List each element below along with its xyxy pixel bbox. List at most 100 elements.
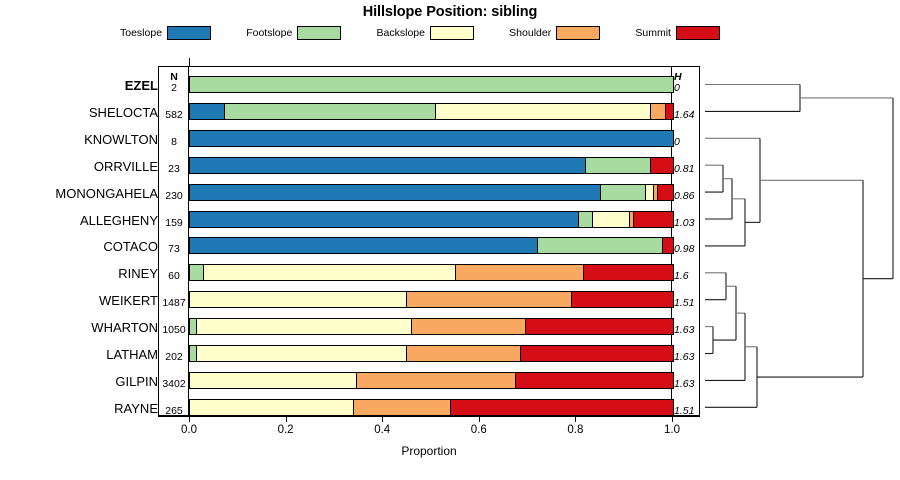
- bar-segment-summit: [516, 372, 673, 388]
- h-value-shelocta: 1.64: [674, 108, 695, 121]
- stacked-bar-allegheny: [189, 210, 674, 228]
- row-label-orrville: ORRVILLE: [93, 158, 158, 174]
- h-value-orrville: 0.81: [674, 162, 695, 175]
- stacked-bar-knowlton: [189, 129, 674, 147]
- legend-label: Footslope: [246, 27, 293, 39]
- legend-label: Shoulder: [509, 27, 552, 39]
- bar-segment-backslope: [204, 265, 456, 281]
- bar-segment-footslope: [190, 265, 205, 281]
- legend-item-summit: Summit: [635, 26, 720, 40]
- bar-segment-toeslope: [190, 130, 673, 146]
- h-value-riney: 1.6: [674, 270, 689, 283]
- bar-segment-backslope: [197, 346, 408, 361]
- legend-label: Summit: [635, 27, 671, 39]
- n-value-latham: 202: [165, 351, 183, 363]
- x-tick-0.6: [478, 416, 480, 422]
- x-tick-label-0.2: 0.2: [277, 424, 294, 436]
- bar-segment-summit: [571, 292, 673, 308]
- n-column-header: N: [170, 71, 178, 83]
- stacked-bar-orrville: [189, 156, 674, 174]
- legend-item-toeslope: Toeslope: [120, 26, 212, 40]
- x-axis-line: [158, 416, 700, 417]
- stacked-bar-monongahela: [189, 183, 674, 201]
- plot-top-tick: [189, 58, 190, 66]
- bar-segment-shoulder: [354, 399, 451, 415]
- legend-label: Backslope: [376, 27, 425, 39]
- h-value-wharton: 1.63: [674, 324, 695, 337]
- bar-segment-summit: [525, 319, 673, 335]
- row-label-latham: LATHAM: [106, 347, 158, 362]
- row-label-allegheny: ALLEGHENY: [79, 212, 158, 228]
- stacked-bar-weikert: [189, 291, 674, 309]
- legend: Toeslope Footslope Backslope Shoulder Summit: [120, 24, 720, 42]
- x-tick-0.2: [285, 416, 287, 422]
- x-tick-0.4: [382, 416, 384, 422]
- dendrogram: [705, 83, 894, 408]
- stacked-bar-wharton: [189, 318, 674, 336]
- row-label-knowlton: KNOWLTON: [84, 131, 158, 147]
- h-value-rayne: 1.51: [674, 404, 695, 417]
- bar-segment-toeslope: [190, 184, 601, 200]
- bar-segment-shoulder: [653, 184, 659, 200]
- x-axis-title: Proportion: [401, 444, 457, 458]
- x-tick-label-0.8: 0.8: [567, 424, 584, 436]
- bar-segment-toeslope: [190, 157, 587, 173]
- legend-swatch-backslope: [429, 26, 474, 40]
- bar-segment-shoulder: [629, 211, 635, 227]
- bar-segment-shoulder: [407, 346, 521, 361]
- bar-segment-shoulder: [412, 319, 526, 335]
- x-tick-label-0.0: 0.0: [181, 424, 197, 436]
- bar-segment-backslope: [190, 372, 357, 388]
- stacked-bar-riney: [189, 264, 674, 282]
- bar-segment-summit: [658, 184, 673, 200]
- h-column-header: H: [674, 71, 682, 83]
- bar-segment-backslope: [593, 211, 630, 227]
- bar-segment-summit: [663, 238, 673, 254]
- n-value-orrville: 23: [168, 162, 180, 175]
- bar-segment-summit: [450, 399, 673, 415]
- bar-segment-backslope: [190, 292, 408, 308]
- bar-segment-shoulder: [356, 372, 516, 388]
- bar-segment-backslope: [190, 399, 355, 415]
- n-value-allegheny: 159: [165, 216, 183, 229]
- legend-swatch-summit: [675, 26, 720, 40]
- legend-label: Toeslope: [120, 27, 163, 39]
- bar-segment-toeslope: [190, 103, 226, 119]
- bar-segment-summit: [520, 346, 673, 361]
- stacked-bar-rayne: [189, 398, 674, 416]
- legend-item-footslope: Footslope: [246, 26, 342, 40]
- n-value-cotaco: 73: [168, 243, 180, 256]
- bar-segment-backslope: [436, 103, 652, 119]
- x-tick-label-1.0: 1.0: [664, 424, 680, 436]
- h-value-latham: 1.63: [674, 351, 695, 363]
- row-label-riney: RINEY: [118, 266, 158, 282]
- legend-item-backslope: Backslope: [377, 26, 474, 40]
- bar-segment-footslope: [190, 346, 198, 361]
- legend-item-shoulder: Shoulder: [509, 26, 601, 40]
- row-label-wharton: WHARTON: [91, 320, 158, 336]
- bar-segment-summit: [583, 265, 673, 281]
- bar-segment-footslope: [600, 184, 647, 200]
- legend-swatch-shoulder: [556, 26, 601, 40]
- bar-segment-toeslope: [190, 238, 538, 254]
- n-value-knowlton: 8: [171, 135, 177, 148]
- h-value-knowlton: 0: [674, 135, 680, 148]
- n-value-wharton: 1050: [162, 324, 186, 337]
- bar-segment-footslope: [578, 211, 594, 227]
- x-tick-label-0.6: 0.6: [470, 424, 487, 436]
- h-value-monongahela: 0.86: [674, 189, 695, 202]
- bar-segment-footslope: [537, 238, 664, 254]
- row-label-ezel: EZEL: [124, 78, 158, 93]
- row-label-monongahela: MONONGAHELA: [55, 185, 158, 201]
- h-value-weikert: 1.51: [674, 297, 695, 310]
- x-tick-1.0: [672, 416, 673, 422]
- legend-swatch-footslope: [297, 26, 342, 40]
- row-label-shelocta: SHELOCTA: [88, 104, 158, 120]
- stacked-bar-cotaco: [189, 237, 674, 255]
- n-value-riney: 60: [168, 270, 180, 283]
- bar-segment-toeslope: [190, 211, 579, 227]
- stacked-bar-latham: [189, 345, 674, 362]
- legend-swatch-toeslope: [167, 26, 212, 40]
- bar-segment-footslope: [586, 157, 652, 173]
